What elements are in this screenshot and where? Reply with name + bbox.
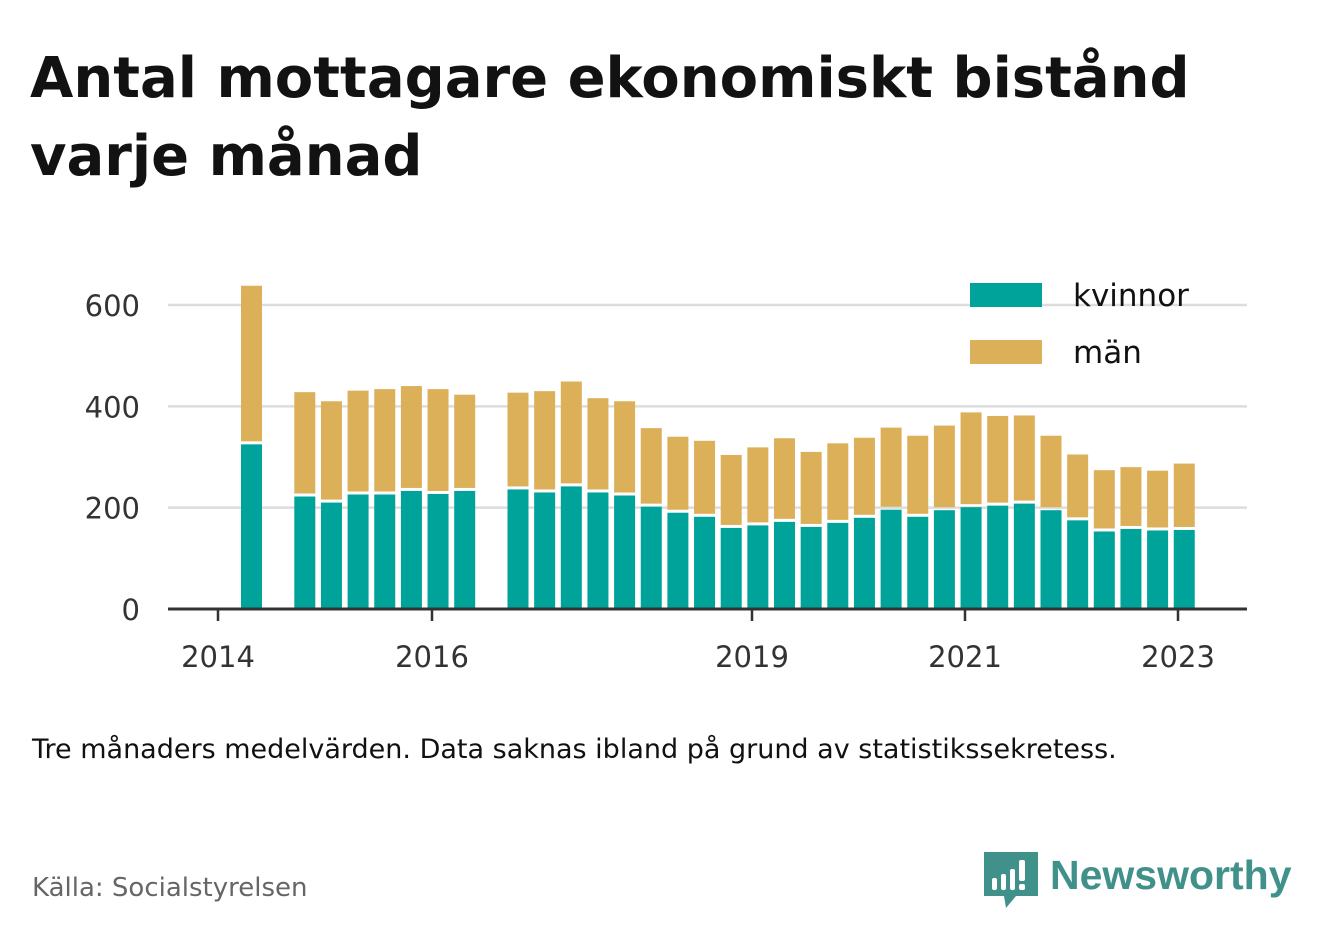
x-tick-label: 2023 (1141, 640, 1215, 674)
bar-man (507, 392, 529, 487)
bar-kvinnor (400, 490, 422, 609)
bar-man (774, 438, 795, 519)
bar-kvinnor (1067, 520, 1089, 609)
bar-man (853, 437, 875, 515)
bar-man (1093, 470, 1115, 529)
newsworthy-logo-icon (984, 852, 1038, 908)
bar-man (747, 447, 769, 523)
bar-man (427, 389, 449, 491)
bar-kvinnor (1013, 503, 1035, 609)
bar-kvinnor (640, 506, 662, 609)
bar-man (560, 381, 582, 484)
bar-kvinnor (427, 493, 449, 609)
bar-man (347, 390, 369, 492)
bar-kvinnor (880, 509, 902, 609)
bar-man (1147, 470, 1169, 528)
bar-man (587, 398, 609, 490)
bar-kvinnor (694, 516, 716, 609)
bars (241, 285, 1195, 609)
axes: 0 200 400 600 2014 2016 2019 2021 2023 (85, 289, 1247, 674)
bar-kvinnor (800, 526, 822, 609)
bar-man (1120, 467, 1142, 526)
bar-kvinnor (853, 517, 875, 609)
bar-kvinnor (987, 505, 1009, 609)
bar-man (374, 389, 396, 492)
chart-area: 0 200 400 600 2014 2016 2019 2021 2023 kvinnor mä… (85, 278, 1247, 674)
bar-kvinnor (933, 510, 955, 609)
y-tick-label: 400 (85, 390, 140, 424)
bar-man (1173, 463, 1195, 527)
brand-name: Newsworthy (1050, 852, 1292, 898)
bar-man (614, 401, 636, 493)
bar-man (1013, 415, 1035, 501)
y-tick-label: 600 (85, 289, 140, 323)
bar-man (933, 425, 955, 508)
bar-kvinnor (1147, 530, 1169, 609)
legend-label: kvinnor (1073, 278, 1189, 314)
bar-kvinnor (347, 494, 369, 609)
bar-man (1040, 435, 1062, 508)
bar-kvinnor (294, 496, 316, 609)
bar-man (880, 427, 902, 507)
bar-man (534, 391, 556, 490)
bar-kvinnor (560, 486, 582, 609)
bar-kvinnor (747, 525, 769, 609)
bar-kvinnor (1120, 528, 1142, 609)
legend-swatch (970, 340, 1042, 364)
bar-kvinnor (720, 527, 742, 609)
bar-man (1067, 454, 1089, 518)
bar-man (827, 443, 849, 520)
bar-kvinnor (1093, 531, 1115, 609)
x-tick-label: 2016 (395, 640, 469, 674)
bar-kvinnor (374, 494, 396, 609)
bar-kvinnor (241, 444, 262, 609)
bar-kvinnor (614, 495, 636, 609)
bar-man (907, 435, 929, 514)
bar-kvinnor (827, 522, 849, 609)
bar-man (454, 394, 476, 488)
bar-man (694, 440, 716, 514)
legend-label: män (1073, 335, 1142, 371)
bar-man (800, 451, 822, 524)
bar-kvinnor (587, 492, 609, 609)
bar-man (400, 386, 422, 488)
bar-man (294, 392, 316, 494)
bar-man (640, 428, 662, 504)
bar-kvinnor (454, 490, 476, 609)
x-tick-label: 2021 (928, 640, 1002, 674)
bar-kvinnor (667, 512, 689, 609)
legend: kvinnor män (970, 278, 1189, 371)
bar-man (987, 415, 1009, 503)
bar-kvinnor (1040, 510, 1062, 609)
chart-note: Tre månaders medelvärden. Data saknas ib… (32, 734, 1117, 765)
bar-kvinnor (507, 489, 529, 609)
bar-kvinnor (534, 492, 556, 609)
bar-kvinnor (907, 516, 929, 609)
x-tick-label: 2014 (181, 640, 255, 674)
x-tick-label: 2019 (715, 640, 789, 674)
legend-swatch (970, 283, 1042, 307)
bar-man (320, 401, 342, 500)
chart-title: Antal mottagare ekonomiskt bistånd varje… (30, 46, 1190, 189)
source-label: Källa: Socialstyrelsen (32, 873, 308, 903)
bar-man (720, 454, 742, 525)
bar-kvinnor (774, 521, 795, 609)
y-tick-label: 0 (122, 593, 140, 627)
y-tick-label: 200 (85, 492, 140, 526)
bar-man (241, 285, 262, 442)
bar-man (960, 412, 982, 505)
bar-kvinnor (960, 507, 982, 609)
bar-kvinnor (1173, 529, 1195, 609)
bar-kvinnor (320, 502, 342, 609)
bar-man (667, 436, 689, 510)
